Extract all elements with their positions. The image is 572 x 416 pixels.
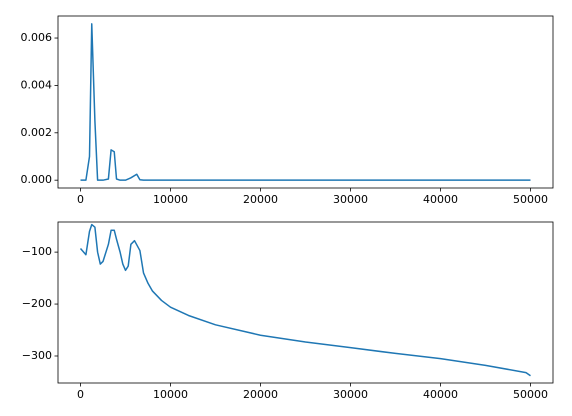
x-tick-label: 50000 <box>513 193 548 206</box>
y-tick-label: −200 <box>22 297 52 310</box>
y-tick-label: 0.006 <box>21 31 53 44</box>
x-tick-label: 0 <box>77 193 84 206</box>
x-tick-label: 40000 <box>423 388 458 401</box>
y-tick-label: 0.002 <box>21 126 53 139</box>
y-tick-label: −300 <box>22 349 52 362</box>
x-tick-label: 50000 <box>513 388 548 401</box>
x-tick-label: 10000 <box>153 193 188 206</box>
x-tick-label: 20000 <box>243 388 278 401</box>
x-tick-label: 30000 <box>333 388 368 401</box>
y-tick-label: 0.000 <box>21 173 53 186</box>
x-tick-label: 0 <box>77 388 84 401</box>
line-series <box>80 23 531 181</box>
x-tick-label: 40000 <box>423 193 458 206</box>
line-series <box>79 223 531 377</box>
x-tick-label: 30000 <box>333 193 368 206</box>
axes-frame <box>57 15 554 189</box>
x-tick-label: 20000 <box>243 193 278 206</box>
y-tick-label: 0.004 <box>21 78 53 91</box>
y-tick-label: −100 <box>22 245 52 258</box>
axes-frame <box>57 221 554 384</box>
x-tick-label: 10000 <box>153 388 188 401</box>
